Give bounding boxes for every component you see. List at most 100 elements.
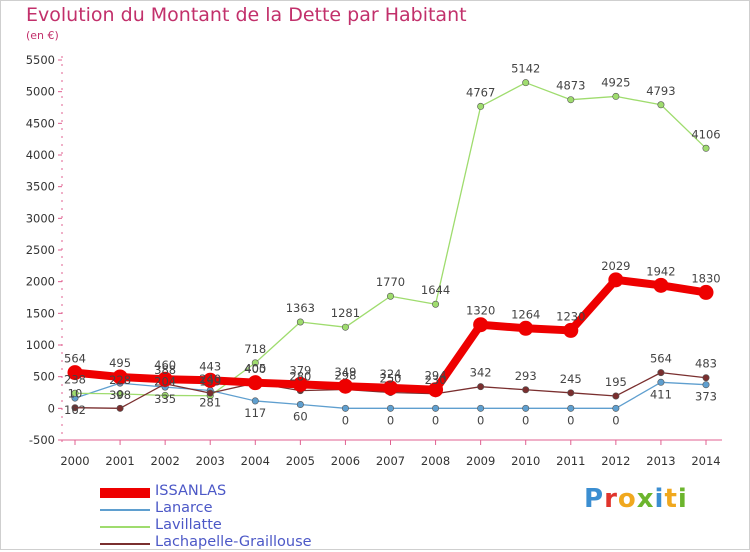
data-label-issanlas: 324 [380,367,402,381]
data-point-lachapelle-graillouse [71,404,79,412]
data-point-issanlas [383,380,398,396]
proxiti-logo: Proxiti [584,484,688,514]
y-tick-label: 3000 [26,211,55,225]
data-point-issanlas [67,365,83,381]
data-point-lachapelle-graillouse [567,389,575,397]
y-tick-label: 0 [48,401,55,415]
series-lavillatte [71,79,710,400]
data-label-issanlas: 2029 [601,259,630,273]
data-label-lavillatte: 1281 [331,306,360,320]
data-label-issanlas: 443 [199,359,221,373]
y-tick-label: 1500 [26,306,55,320]
data-point-issanlas [473,317,489,333]
data-label-lachapelle-graillouse: 10 [68,387,83,401]
legend-label: Lachapelle-Graillouse [155,534,312,550]
data-label-lanarce: 398 [109,388,131,402]
y-tick-label: 5500 [26,53,55,67]
data-label-lanarce: 0 [342,413,349,427]
x-tick-label: 2008 [421,454,450,468]
data-point-lanarce [432,404,440,412]
data-label-lanarce: 411 [650,387,672,401]
data-label-issanlas: 349 [334,365,356,379]
x-tick-label: 2009 [466,454,495,468]
x-tick-label: 2011 [556,454,585,468]
data-point-lachapelle-graillouse [477,383,485,391]
x-tick-label: 2014 [691,454,720,468]
data-label-lachapelle-graillouse: 293 [515,369,537,383]
data-label-lachapelle-graillouse: 230 [425,373,447,387]
data-point-issanlas [247,375,263,391]
data-point-issanlas [518,320,534,336]
legend-swatch [100,508,150,511]
data-point-lavillatte [567,96,575,104]
data-point-lavillatte [296,318,304,326]
data-label-lachapelle-graillouse: 250 [380,372,402,386]
logo-letter: r [604,484,618,514]
logo-letter: i [677,484,688,514]
data-label-lanarce: 0 [522,413,529,427]
data-point-lachapelle-graillouse [612,392,620,400]
chart-title: Evolution du Montant de la Dette par Hab… [26,4,467,26]
x-tick-label: 2005 [286,454,315,468]
data-point-issanlas [653,277,669,293]
data-point-issanlas [157,371,173,387]
y-tick-label: -500 [29,433,55,447]
data-point-lavillatte [612,92,620,100]
legend-swatch [100,525,150,528]
data-label-lanarce: 0 [567,413,574,427]
data-label-lachapelle-graillouse: 240 [199,372,221,386]
logo-letter: i [654,484,665,514]
x-tick-label: 2000 [60,454,89,468]
data-point-lanarce [341,404,349,412]
data-label-lachapelle-graillouse: 245 [560,372,582,386]
x-tick-label: 2013 [646,454,675,468]
data-point-lavillatte [251,359,259,367]
data-label-lavillatte: 4106 [691,127,720,141]
data-label-issanlas: 379 [289,363,311,377]
data-label-lachapelle-graillouse: 564 [650,352,672,366]
data-label-lavillatte: 4793 [646,84,675,98]
data-label-lanarce: 117 [244,406,266,420]
data-point-lanarce [612,404,620,412]
legend-label: Lanarce [155,500,213,516]
data-label-issanlas: 564 [64,352,86,366]
data-label-lachapelle-graillouse: 280 [289,370,311,384]
data-label-lavillatte: 4873 [556,79,585,93]
data-label-lanarce: 0 [387,413,394,427]
data-point-lachapelle-graillouse [702,374,710,382]
y-tick-label: 4500 [26,116,55,130]
data-label-lanarce: 0 [432,413,439,427]
data-label-issanlas: 1230 [556,309,585,323]
data-label-lachapelle-graillouse: 342 [470,366,492,380]
data-point-issanlas [698,284,714,300]
data-point-lanarce [386,404,394,412]
y-tick-label: 500 [33,370,55,384]
data-label-lachapelle-graillouse: 195 [605,375,627,389]
data-point-lanarce [657,378,665,386]
data-point-lanarce [296,401,304,409]
x-tick-label: 2001 [105,454,134,468]
legend-label: ISSANLAS [155,483,227,499]
data-point-lavillatte [432,300,440,308]
data-label-lavillatte: 1363 [286,301,315,315]
data-point-lanarce [251,397,259,405]
data-label-lavillatte: 238 [64,372,86,386]
data-point-lavillatte [477,102,485,110]
data-point-lanarce [522,404,530,412]
series-issanlas [67,272,714,398]
data-point-issanlas [337,378,353,394]
data-label-issanlas: 1264 [511,307,540,321]
data-point-lavillatte [341,323,349,331]
data-point-issanlas [563,322,579,338]
legend-label: Lavillatte [155,517,222,533]
data-point-issanlas [608,272,624,288]
y-tick-label: 2500 [26,243,55,257]
data-label-issanlas: 495 [109,356,131,370]
x-tick-label: 2003 [196,454,225,468]
data-label-lavillatte: 204 [154,374,176,388]
x-tick-label: 2007 [376,454,405,468]
logo-letter: t [664,484,678,514]
data-point-lavillatte [386,292,394,300]
data-point-lavillatte [657,101,665,109]
data-label-lavillatte: 718 [244,342,266,356]
